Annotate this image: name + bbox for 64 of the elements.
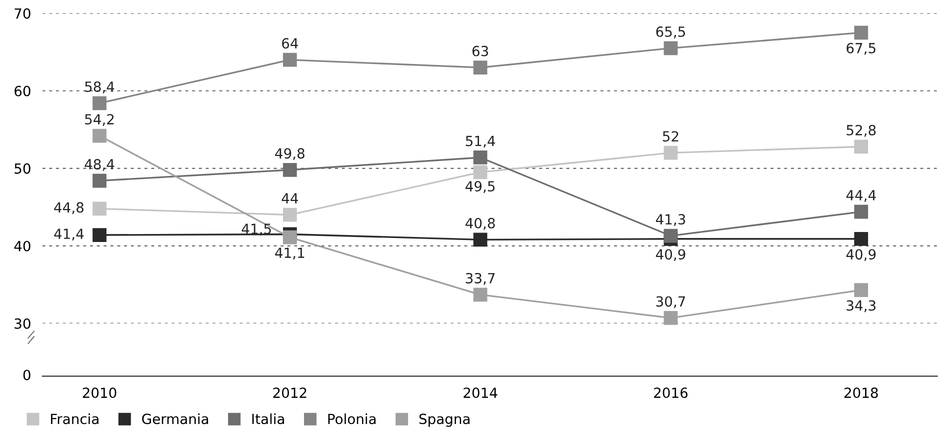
legend-label: Spagna	[419, 414, 470, 427]
data-label: 40,8	[466, 218, 495, 230]
data-label: 49,8	[275, 148, 304, 160]
data-label: 65,5	[656, 26, 685, 38]
point	[92, 228, 106, 242]
data-label: 67,5	[846, 42, 876, 55]
data-label: 48,4	[84, 158, 114, 171]
point	[664, 228, 678, 243]
point	[854, 140, 868, 154]
point	[473, 60, 488, 75]
data-label: 49,5	[466, 181, 495, 193]
data-label: 34,3	[846, 300, 876, 312]
point	[282, 230, 297, 244]
point	[473, 165, 488, 180]
data-label: 41,3	[656, 214, 686, 226]
data-label: 51,4	[466, 136, 496, 148]
data-label: 44,4	[846, 190, 876, 202]
legend-label: Germania	[142, 413, 208, 424]
data-label: 52	[662, 131, 678, 142]
y-tick-label: 40	[14, 240, 30, 252]
point	[854, 232, 868, 246]
point	[92, 96, 106, 110]
x-tick-label: 2018	[844, 388, 878, 398]
legend-label: Polonia	[328, 413, 376, 424]
data-label: 44,8	[54, 202, 84, 214]
point	[854, 204, 868, 219]
x-tick-label: 2010	[82, 388, 116, 398]
data-label: 52,8	[846, 124, 876, 137]
point	[473, 232, 488, 247]
data-label: 41,5	[242, 224, 271, 236]
x-tick-label: 2016	[654, 388, 688, 398]
data-label: 41,1	[275, 248, 304, 260]
point	[92, 174, 106, 188]
point	[854, 283, 868, 297]
data-label: 54,2	[85, 114, 114, 126]
point	[473, 150, 488, 164]
point	[664, 311, 678, 325]
data-label: 40,9	[656, 249, 686, 261]
point	[854, 26, 868, 40]
data-label: 30,7	[656, 296, 685, 308]
legend-label: Italia	[252, 413, 284, 424]
y-tick-label: 30	[14, 318, 30, 329]
x-tick-label: 2012	[273, 388, 306, 398]
point	[92, 128, 106, 143]
point	[282, 162, 297, 177]
point	[664, 146, 678, 160]
y-tick-label: 60	[14, 86, 30, 96]
text: 0	[23, 370, 30, 380]
point	[282, 52, 297, 67]
point	[664, 41, 678, 56]
data-label: 58,4	[85, 81, 114, 94]
data-label: 64	[282, 38, 298, 49]
data-label: 63	[472, 46, 488, 56]
point	[282, 208, 297, 222]
point	[92, 202, 106, 216]
data-label: 40,9	[846, 249, 876, 261]
y-tick-label: 70	[14, 8, 30, 19]
data-label: 41,4	[54, 228, 84, 240]
data-label: 44	[282, 193, 298, 204]
data-label: 33,7	[466, 272, 495, 285]
legend-label: Francia	[51, 413, 98, 424]
point	[473, 288, 488, 302]
x-tick-label: 2014	[464, 388, 498, 398]
y-tick-label: 50	[14, 163, 30, 174]
